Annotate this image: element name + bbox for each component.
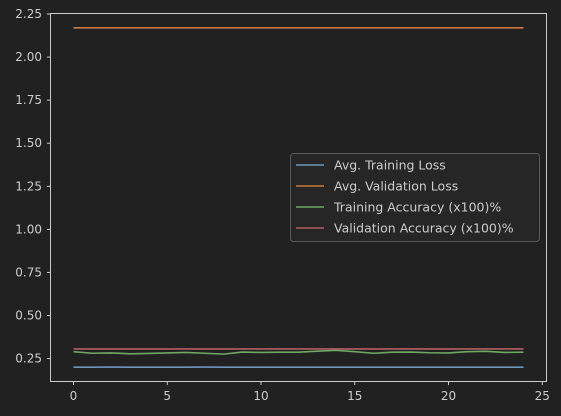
legend-label: Avg. Training Loss	[334, 158, 446, 173]
y-axis: 0.25 0.50 0.75 1.00 1.25 1.50 1.75 2.00 2.25	[15, 7, 51, 366]
y-tick-label: 1.50	[15, 136, 42, 150]
plot-area-frame	[50, 13, 547, 382]
legend-label: Training Accuracy (x100)%	[333, 200, 501, 215]
y-tick-label: 1.00	[15, 222, 42, 236]
series-line-3	[73, 349, 524, 355]
legend-box	[290, 153, 540, 242]
x-tick-label: 10	[253, 389, 268, 403]
x-tick-label: 15	[347, 389, 362, 403]
x-tick-label: 20	[441, 389, 456, 403]
x-tick-label: 5	[163, 389, 171, 403]
x-tick-label: 25	[535, 389, 550, 403]
y-tick-label: 0.50	[15, 309, 42, 323]
legend: Avg. Training Loss Avg. Validation Loss Tr…	[290, 153, 540, 242]
y-tick-label: 2.00	[15, 50, 42, 64]
x-axis: 0 5 10 15 20 25	[70, 381, 550, 403]
legend-label: Validation Accuracy (x100)%	[334, 221, 514, 236]
x-tick-label: 0	[70, 389, 78, 403]
y-tick-label: 1.75	[15, 93, 42, 107]
y-tick-label: 0.75	[15, 265, 42, 279]
y-tick-label: 0.25	[15, 352, 42, 366]
legend-label: Avg. Validation Loss	[334, 179, 458, 194]
y-tick-label: 2.25	[15, 7, 42, 21]
series-layer	[73, 26, 524, 369]
y-tick-label: 1.25	[15, 179, 42, 193]
